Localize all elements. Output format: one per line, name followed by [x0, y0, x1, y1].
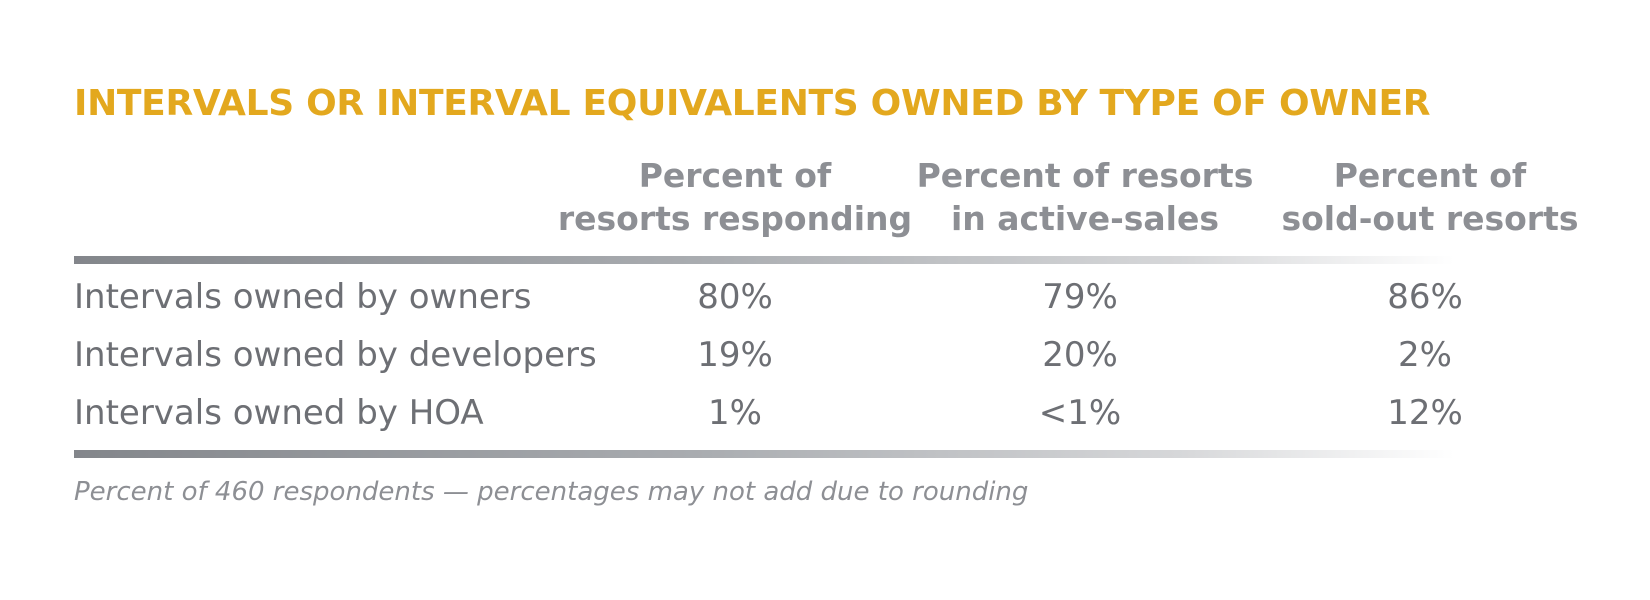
column-header-resorts-responding: Percent of resorts responding [555, 154, 915, 240]
column-header-line: sold-out resorts [1281, 199, 1579, 238]
cell-hoa-active-sales: <1% [1038, 393, 1122, 433]
cell-owners-responding: 80% [697, 277, 773, 317]
column-header-line: Percent of [638, 156, 832, 195]
cell-developers-active-sales: 20% [1042, 335, 1118, 375]
column-header-line: Percent of resorts [916, 156, 1254, 195]
column-header-active-sales: Percent of resorts in active-sales [905, 154, 1265, 240]
column-header-line: resorts responding [557, 199, 913, 238]
cell-developers-responding: 19% [697, 335, 773, 375]
table-bottom-rule [74, 450, 1454, 458]
cell-owners-sold-out: 86% [1387, 277, 1463, 317]
cell-hoa-sold-out: 12% [1387, 393, 1463, 433]
cell-owners-active-sales: 79% [1042, 277, 1118, 317]
column-header-sold-out: Percent of sold-out resorts [1250, 154, 1610, 240]
cell-developers-sold-out: 2% [1398, 335, 1452, 375]
column-header-line: in active-sales [950, 199, 1220, 238]
footnote: Percent of 460 respondents — percentages… [74, 477, 1029, 507]
column-header-line: Percent of [1333, 156, 1527, 195]
chart-title: INTERVALS OR INTERVAL EQUIVALENTS OWNED … [74, 83, 1431, 124]
table-top-rule [74, 256, 1454, 264]
row-label-owners: Intervals owned by owners [74, 277, 532, 317]
row-label-hoa: Intervals owned by HOA [74, 393, 484, 433]
row-label-developers: Intervals owned by developers [74, 335, 597, 375]
cell-hoa-responding: 1% [708, 393, 762, 433]
